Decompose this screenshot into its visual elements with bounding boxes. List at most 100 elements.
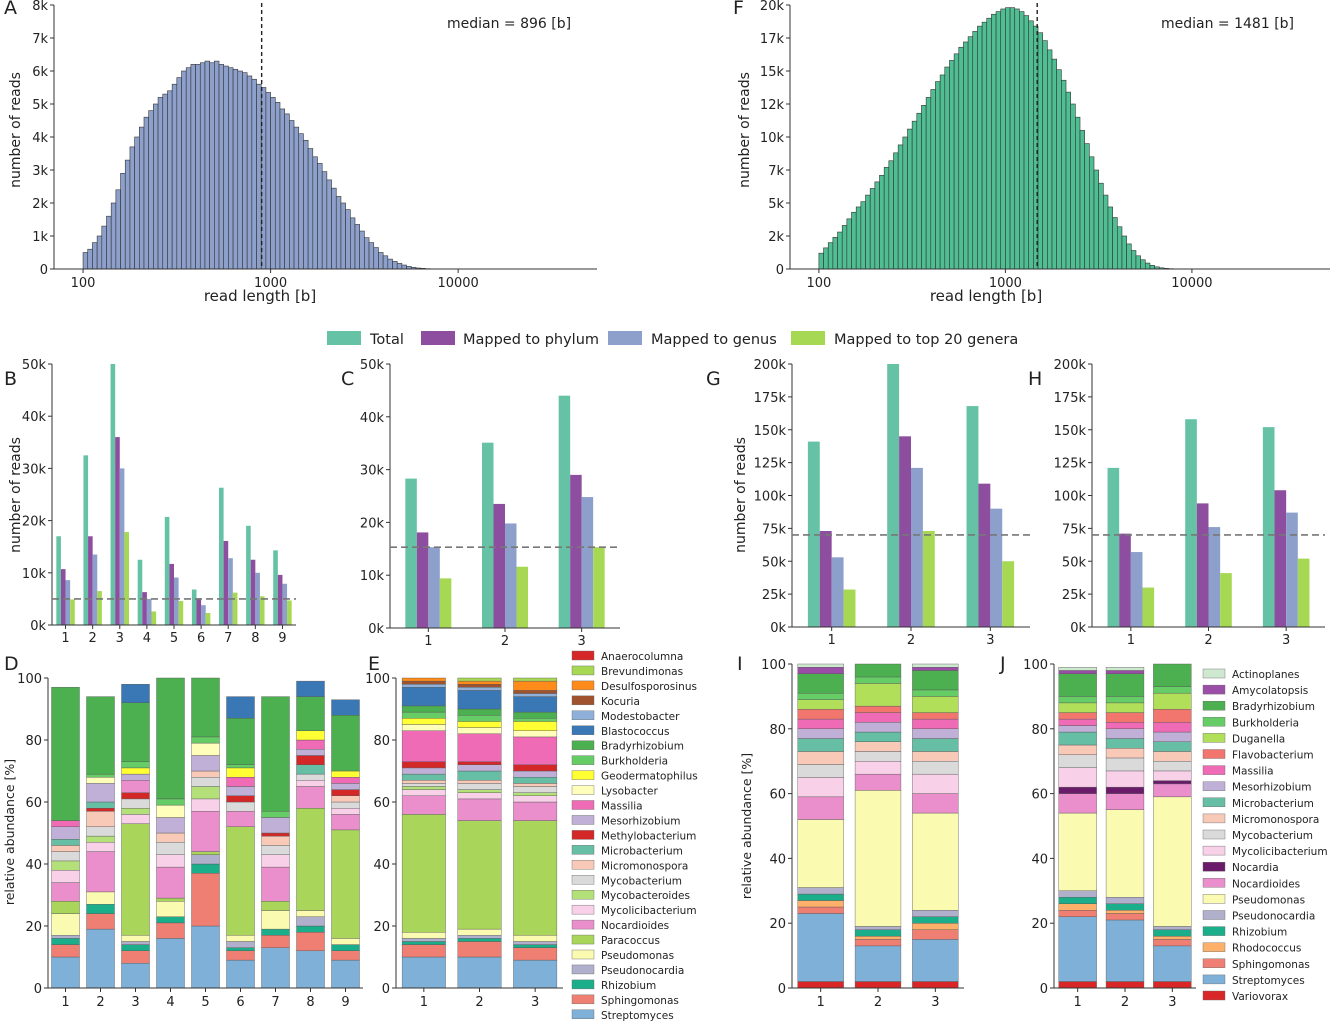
stacked-D-segment [86,783,115,803]
stacked-D-segment [296,780,325,787]
panel-label-G: G [706,368,721,390]
hist-F-bin [1130,250,1137,270]
bar-B-bar [88,536,93,625]
stacked-J-segment [1105,910,1145,914]
stacked-I-segment [912,663,959,668]
stacked-J-segment [1105,670,1145,674]
legend-E-swatch [571,979,595,990]
stacked-D-segment [121,944,150,951]
stacked-D-segment [331,801,360,809]
hist-F-bin [846,218,852,270]
bar-G-y-tick-label: 100k [754,490,787,505]
hist-A-bin [124,159,131,270]
hist-F-bin [1005,7,1011,270]
bar-B-bar [70,599,75,625]
bar-B-x-tick-label: 5 [170,631,178,646]
hist-A-bin [289,120,295,270]
hist-A-y-tick-label: 8k [32,0,48,14]
stacked-D-segment [331,808,360,815]
bar-G-y-tick-label: 75k [762,522,787,537]
stacked-J-segment [1153,741,1192,752]
hist-F-bin [925,97,932,270]
stacked-I-segment [912,670,959,691]
stacked-I-segment [797,751,844,765]
stacked-D-segment [121,823,150,936]
legend-J-swatch [1202,668,1226,679]
hist-F-bin [1107,206,1113,270]
hist-F-bin [827,242,834,270]
stacked-D-segment [331,944,360,951]
stacked-D-segment [156,866,185,899]
bar-B-bar [246,525,251,625]
legend-E-label: Modestobacter [601,711,680,723]
stacked-D-segment [331,795,360,803]
hist-A-bin [110,202,117,270]
stacked-J-segment [1058,812,1097,891]
legend-E-label: Bradyrhizobium [601,741,684,753]
stacked-D-segment [296,773,325,781]
stacked-I-segment [854,676,902,684]
stacked-J-segment [1153,926,1192,930]
legend-swatch-top20 [791,331,825,345]
bar-G-y-tick-label: 50k [762,555,787,570]
stacked-J-segment [1058,786,1097,794]
stacked-D-ylabel: relative abundance [%] [2,759,17,905]
stacked-D-segment [51,935,80,939]
stacked-I-segment [797,673,844,694]
hist-F-bin [1042,40,1048,270]
hist-F-bin [977,25,983,270]
bar-B-bar [232,592,238,625]
bar-H-y-tick-label: 125k [1054,457,1087,472]
stacked-E-segment [513,795,558,803]
bar-G-ylabel: number of reads [733,437,749,553]
hist-F-bin [1117,226,1123,270]
bar-B-bar [178,600,184,625]
legend-E-swatch [571,695,595,706]
hist-A-bin [242,72,248,270]
hist-A-bin [157,97,164,270]
legend-J-label: Rhodococcus [1232,943,1301,955]
stacked-D-segment [331,789,360,796]
stacked-E-segment [513,711,558,719]
hist-F-ylabel: number of reads [737,72,753,188]
hist-A-x-tick-label: 100 [71,276,96,291]
stacked-E-segment [401,938,446,942]
stacked-D-segment [296,696,325,731]
hist-F-bin [888,160,894,270]
legend-E-label: Blastococcus [601,726,669,738]
legend-label-total: Total [369,332,404,348]
bar-B-bar [124,532,129,625]
stacked-D-segment [191,786,220,800]
stacked-D-x-tick-label: 5 [201,995,209,1010]
stacked-chart-D: 1 2 3 4 5 6 7 8 9 0 20 40 60 80 100 [17,672,363,1010]
stacked-D-segment [191,742,220,756]
stacked-D-segment [86,928,115,989]
bar-G-bar [899,436,911,627]
stacked-E-segment [401,944,446,958]
stacked-I-segment [854,935,902,940]
hist-A-bin [312,156,318,270]
stacked-D-segment [261,901,290,911]
stacked-E-segment [513,770,558,778]
hist-A-bin [214,60,220,270]
bar-B-x-tick-label: 3 [116,631,124,646]
hist-F-bin [883,167,890,270]
stacked-D-segment [86,904,115,914]
hist-F-bin [1140,259,1146,270]
bar-B-bar [277,574,283,625]
hist-A-bin [115,189,121,270]
bar-C-bar [405,478,417,628]
stacked-D-segment [331,938,360,945]
bar-H-bar [1107,467,1120,627]
stacked-I-segment [854,712,902,723]
hist-A-y-tick-label: 3k [32,164,48,179]
bar-B-bar [287,600,292,625]
legend-E-swatch [571,665,595,676]
stacked-J-segment [1058,910,1097,917]
stacked-I-segment [854,790,902,927]
legend-J-swatch [1202,894,1226,904]
stacked-D-segment [121,773,150,781]
stacked-J-segment [1105,712,1145,723]
stacked-E-segment [513,677,558,682]
legend-E-label: Methylobacterium [601,830,696,842]
